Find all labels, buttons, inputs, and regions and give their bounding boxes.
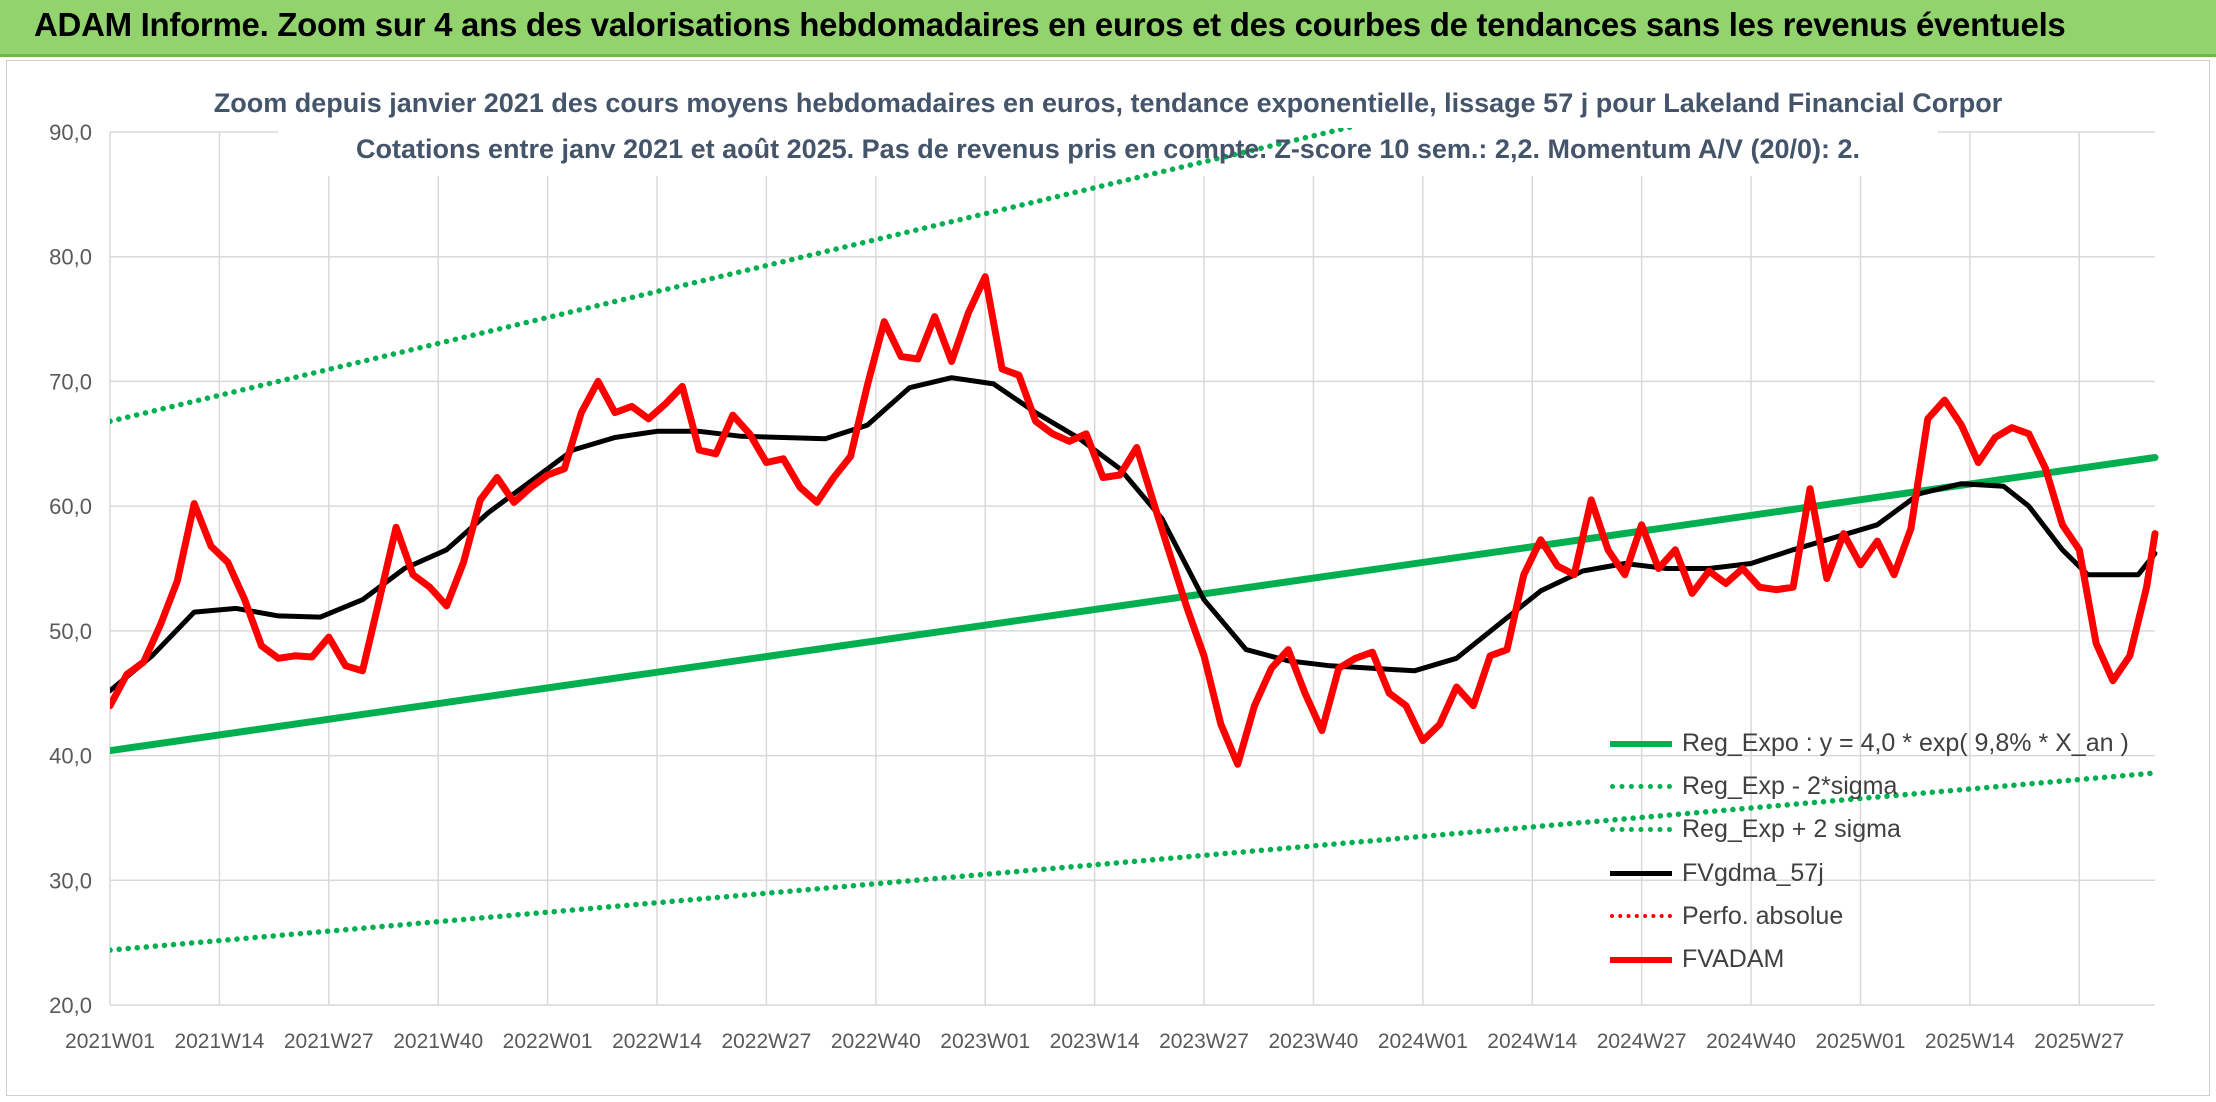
legend-swatch-fvadam — [1610, 956, 1672, 963]
y-tick-label: 90,0 — [49, 120, 92, 145]
legend-item: Reg_Exp - 2*sigma — [1610, 765, 2130, 808]
y-tick-label: 20,0 — [49, 993, 92, 1018]
legend-item: Reg_Expo : y = 4,0 * exp( 9,8% * X_an ) — [1610, 722, 2130, 765]
page-title: ADAM Informe. Zoom sur 4 ans des valoris… — [34, 6, 2066, 43]
x-tick-label: 2025W27 — [2034, 1030, 2124, 1053]
x-tick-label: 2023W14 — [1050, 1030, 1140, 1053]
x-tick-label: 2024W14 — [1487, 1030, 1577, 1053]
header-bar: ADAM Informe. Zoom sur 4 ans des valoris… — [0, 0, 2216, 57]
y-tick-label: 30,0 — [49, 868, 92, 893]
x-tick-label: 2022W14 — [612, 1030, 702, 1053]
legend-swatch-reg-exp-plus — [1610, 827, 1672, 833]
legend-label: FVADAM — [1682, 945, 1785, 974]
x-tick-label: 2022W01 — [503, 1030, 593, 1053]
x-tick-label: 2021W40 — [393, 1030, 483, 1053]
series-line-reg_exp — [110, 770, 2158, 953]
legend-swatch-reg-exp-minus — [1610, 784, 1672, 790]
x-tick-label: 2021W14 — [174, 1030, 264, 1053]
y-tick-label: 40,0 — [49, 744, 92, 769]
legend-label: Reg_Expo : y = 4,0 * exp( 9,8% * X_an ) — [1682, 729, 2129, 758]
x-tick-label: 2023W40 — [1268, 1030, 1358, 1053]
x-tick-label: 2024W40 — [1706, 1030, 1796, 1053]
legend-label: FVgdma_57j — [1682, 858, 1824, 887]
series-line-fvadam — [110, 273, 2159, 768]
legend-item: Reg_Exp + 2 sigma — [1610, 808, 2130, 851]
x-tick-label: 2021W27 — [284, 1030, 374, 1053]
series-line-fvgdma_57j — [110, 375, 2158, 694]
x-tick-label: 2025W14 — [1925, 1030, 2015, 1053]
x-tick-label: 2023W01 — [940, 1030, 1030, 1053]
title-backdrop — [278, 84, 1938, 176]
chart-subtitle: Cotations entre janv 2021 et août 2025. … — [355, 134, 1861, 164]
y-tick-label: 60,0 — [49, 494, 92, 519]
legend-label: Reg_Exp - 2*sigma — [1682, 772, 1898, 801]
legend-swatch-fvgdma — [1610, 870, 1672, 876]
x-tick-label: 2024W27 — [1597, 1030, 1687, 1053]
x-tick-label: 2021W01 — [65, 1030, 155, 1053]
x-tick-label: 2022W27 — [721, 1030, 811, 1053]
x-tick-label: 2025W01 — [1815, 1030, 1905, 1053]
legend-item: FVADAM — [1610, 938, 2130, 981]
x-tick-label: 2024W01 — [1378, 1030, 1468, 1053]
y-tick-label: 70,0 — [49, 369, 92, 394]
legend-label: Perfo. absolue — [1682, 901, 1844, 930]
legend-label: Reg_Exp + 2 sigma — [1682, 815, 1901, 844]
legend-item: Perfo. absolue — [1610, 895, 2130, 938]
chart-frame — [6, 60, 2210, 1096]
x-tick-label: 2023W27 — [1159, 1030, 1249, 1053]
chart-title: Zoom depuis janvier 2021 des cours moyen… — [213, 88, 2003, 118]
chart-legend: Reg_Expo : y = 4,0 * exp( 9,8% * X_an ) … — [1610, 722, 2130, 981]
y-tick-label: 50,0 — [49, 619, 92, 644]
y-tick-label: 80,0 — [49, 245, 92, 270]
legend-item: FVgdma_57j — [1610, 852, 2130, 895]
legend-swatch-perfo — [1610, 914, 1672, 919]
series-line-reg_expo — [110, 454, 2159, 755]
series-line-reg_exp — [110, 128, 1359, 425]
x-tick-label: 2022W40 — [831, 1030, 921, 1053]
legend-swatch-reg-expo — [1610, 740, 1672, 747]
